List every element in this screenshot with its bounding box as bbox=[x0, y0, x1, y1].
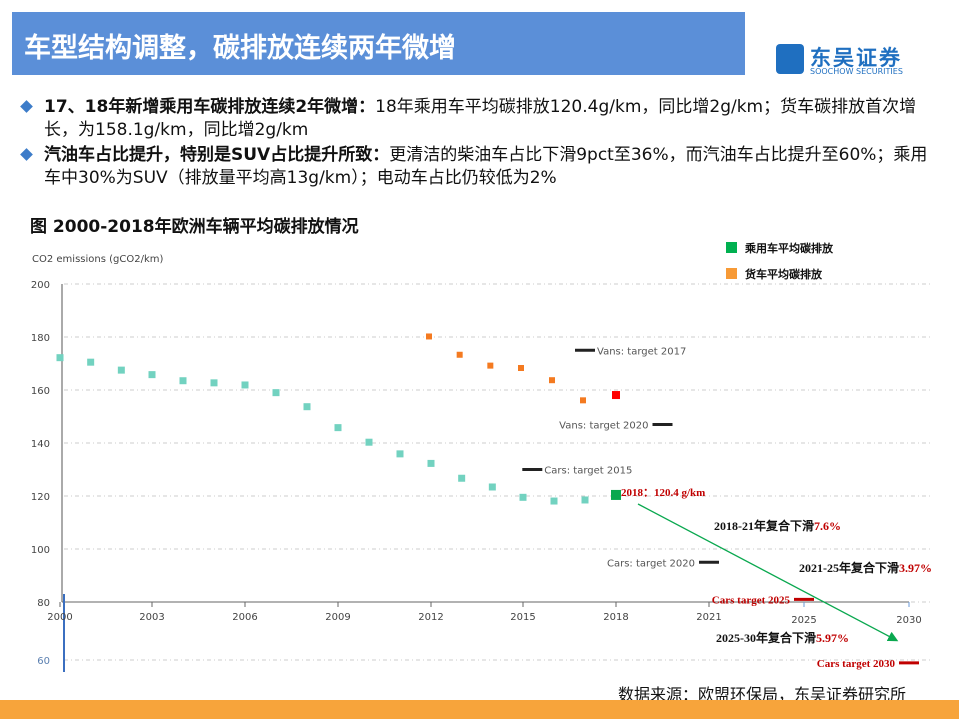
y-tick-label: 160 bbox=[31, 386, 50, 397]
bullet-bold: 17、18年新增乘用车碳排放连续2年微增： bbox=[44, 97, 376, 117]
cagr-annotation: 2021-25年复合下滑3.97% bbox=[799, 560, 932, 575]
car-point bbox=[117, 366, 125, 374]
van-point bbox=[549, 377, 555, 384]
car-point bbox=[210, 379, 218, 387]
car-point bbox=[427, 459, 435, 467]
bullet-list: 17、18年新增乘用车碳排放连续2年微增：18年乘用车平均碳排放120.4g/k… bbox=[18, 96, 938, 192]
car-point bbox=[87, 358, 95, 366]
car-point bbox=[56, 354, 64, 362]
x-tick-label: 2018 bbox=[603, 612, 628, 623]
x-tick-label: 2015 bbox=[510, 612, 535, 623]
legend-swatch-cars bbox=[726, 242, 737, 253]
x-tick-label: 2021 bbox=[696, 612, 721, 623]
car-point bbox=[272, 389, 280, 397]
cagr-annotation: 2018-21年复合下滑7.6% bbox=[714, 518, 841, 533]
car-point bbox=[303, 403, 311, 411]
annotation-2018: 2018：120.4 g/km bbox=[621, 487, 705, 499]
y-tick-label: 180 bbox=[31, 333, 50, 344]
y-tick-label: 100 bbox=[31, 545, 50, 556]
car-point bbox=[550, 497, 558, 505]
target-label: Cars target 2025 bbox=[712, 594, 791, 606]
van-point bbox=[580, 397, 586, 404]
van-point bbox=[487, 362, 494, 369]
y-tick-label: 60 bbox=[37, 656, 50, 667]
footer-bar bbox=[0, 700, 959, 719]
x-tick-label: 2009 bbox=[325, 612, 350, 623]
car-point bbox=[396, 450, 404, 458]
legend-label-vans: 货车平均碳排放 bbox=[744, 267, 823, 281]
cagr-annotation: 2025-30年复合下滑5.97% bbox=[716, 630, 849, 645]
logo-en: SOOCHOW SECURITIES bbox=[810, 67, 903, 76]
figure-title: 图 2000-2018年欧洲车辆平均碳排放情况 bbox=[30, 217, 359, 237]
y-tick-label: 80 bbox=[37, 598, 50, 609]
x-tick-label: 2003 bbox=[139, 612, 164, 623]
target-label: Cars: target 2020 bbox=[607, 558, 695, 569]
car-point bbox=[148, 371, 156, 379]
car-point bbox=[458, 474, 466, 482]
page-title: 车型结构调整，碳排放连续两年微增 bbox=[24, 33, 456, 64]
bullet-text: 18年乘用车平均碳排放120.4g/km，同比增2g/km；货车碳排放首次增长，… bbox=[44, 97, 917, 140]
target-label: Vans: target 2017 bbox=[597, 346, 686, 357]
trend-arrow bbox=[637, 503, 899, 642]
legend-swatch-vans bbox=[726, 268, 737, 279]
car-point bbox=[334, 424, 342, 432]
x-tick-label: 2000 bbox=[47, 612, 72, 623]
source-note: 数据来源：欧盟环保局，东吴证券研究所 bbox=[618, 685, 907, 704]
car-point bbox=[488, 483, 496, 491]
car-point bbox=[179, 377, 187, 385]
x-tick-label: 2025 bbox=[791, 615, 816, 626]
target-label: Cars: target 2015 bbox=[544, 466, 632, 477]
y-tick-label: 140 bbox=[31, 439, 50, 450]
van-point bbox=[456, 351, 463, 358]
y-tick-label: 200 bbox=[31, 280, 50, 291]
y-tick-label: 120 bbox=[31, 492, 50, 503]
car-point bbox=[365, 438, 373, 446]
x-tick-label: 2030 bbox=[896, 615, 921, 626]
van-point bbox=[612, 391, 620, 400]
logo-mark-icon bbox=[776, 44, 804, 74]
x-tick-label: 2012 bbox=[418, 612, 443, 623]
van-point bbox=[426, 333, 432, 340]
car-point bbox=[519, 493, 527, 501]
van-point bbox=[518, 365, 524, 372]
car-point bbox=[241, 381, 249, 389]
logo-cn: 东吴证券 bbox=[810, 46, 902, 70]
car-point bbox=[611, 489, 621, 500]
target-label: Cars target 2030 bbox=[817, 658, 896, 670]
y-axis-label: CO2 emissions (gCO2/km) bbox=[32, 254, 163, 265]
target-label: Vans: target 2020 bbox=[559, 420, 648, 431]
bullet-item: 17、18年新增乘用车碳排放连续2年微增：18年乘用车平均碳排放120.4g/k… bbox=[18, 96, 938, 142]
car-point bbox=[581, 496, 589, 504]
x-tick-label: 2006 bbox=[232, 612, 257, 623]
title-bar: 车型结构调整，碳排放连续两年微增 bbox=[12, 12, 745, 75]
bullet-bold: 汽油车占比提升，特别是SUV占比提升所致： bbox=[44, 145, 390, 165]
bullet-text: 更清洁的柴油车占比下滑9pct至36%，而汽油车占比提升至60%；乘用车中30%… bbox=[44, 145, 928, 188]
bullet-item: 汽油车占比提升，特别是SUV占比提升所致：更清洁的柴油车占比下滑9pct至36%… bbox=[18, 144, 938, 190]
legend-label-cars: 乘用车平均碳排放 bbox=[744, 241, 834, 255]
logo: 东吴证券 SOOCHOW SECURITIES bbox=[776, 42, 926, 78]
